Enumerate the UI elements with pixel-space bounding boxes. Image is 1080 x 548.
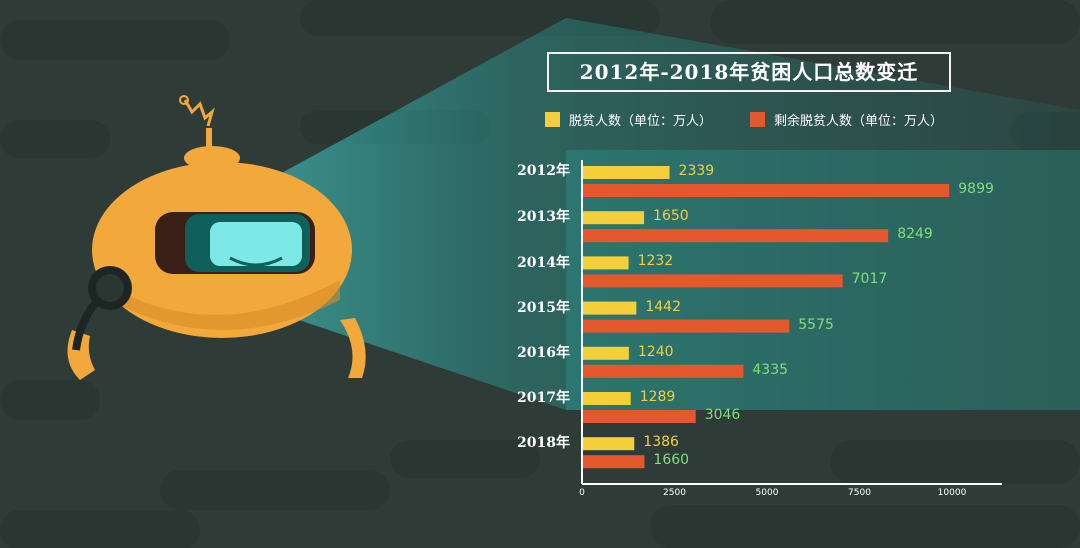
bar-released: [583, 346, 629, 360]
y-tick-label: 2015年: [517, 300, 570, 316]
bar-released: [583, 256, 629, 270]
x-tick-label: 7500: [848, 488, 871, 498]
data-label-released: 1442: [645, 298, 681, 315]
bar-released: [583, 211, 645, 225]
legend-item-released: 脱贫人数（单位：万人）: [545, 109, 712, 129]
bars-group: [583, 166, 950, 469]
bar-released: [583, 301, 637, 315]
data-label-released: 2339: [678, 163, 715, 179]
data-label-remaining: 3046: [704, 407, 741, 423]
bar-released: [583, 166, 670, 179]
y-tick-label: 2017年: [517, 390, 570, 406]
data-label-released: 1240: [637, 343, 674, 360]
y-tick-label: 2012年: [517, 163, 570, 179]
data-label-remaining: 5575: [798, 316, 834, 333]
legend-swatch-released: [545, 111, 560, 127]
y-tick-label: 2016年: [517, 345, 570, 361]
data-label-released: 1650: [653, 208, 689, 225]
robot-illustration: [67, 95, 366, 380]
data-label-released: 1232: [637, 253, 674, 270]
bar-remaining: [583, 364, 744, 378]
legend-label-remaining: 剩余脱贫人数（单位：万人）: [774, 113, 944, 129]
y-tick-label: 2018年: [517, 435, 570, 451]
bar-remaining: [583, 274, 843, 288]
bar-remaining: [583, 410, 696, 423]
data-label-remaining: 9899: [958, 181, 994, 197]
data-label-remaining: 7017: [851, 271, 888, 288]
legend-swatch-remaining: [750, 111, 765, 127]
legend-label-released: 脱贫人数（单位：万人）: [569, 113, 713, 129]
y-tick-label: 2014年: [517, 255, 570, 271]
data-label-released: 1386: [643, 434, 679, 451]
x-tick-label: 10000: [937, 488, 967, 498]
x-tick-label: 5000: [755, 488, 779, 498]
x-tick-label: 0: [579, 488, 585, 498]
bar-remaining: [583, 319, 790, 333]
bar-released: [583, 392, 631, 405]
data-label-remaining: 4335: [752, 361, 789, 378]
x-tick-label: 2500: [663, 488, 686, 498]
bar-released: [583, 437, 635, 451]
bar-remaining: [583, 455, 645, 469]
chart-title: 2012年-2018年贫困人口总数变迁: [547, 52, 951, 92]
data-label-remaining: 8249: [897, 226, 933, 243]
data-label-released: 1289: [639, 389, 676, 405]
bar-remaining: [583, 184, 950, 197]
light-beam: [210, 18, 1080, 410]
y-tick-label: 2013年: [517, 209, 570, 225]
legend-item-remaining: 剩余脱贫人数（单位：万人）: [750, 109, 943, 129]
data-label-remaining: 1660: [653, 452, 690, 469]
bar-remaining: [583, 229, 889, 243]
